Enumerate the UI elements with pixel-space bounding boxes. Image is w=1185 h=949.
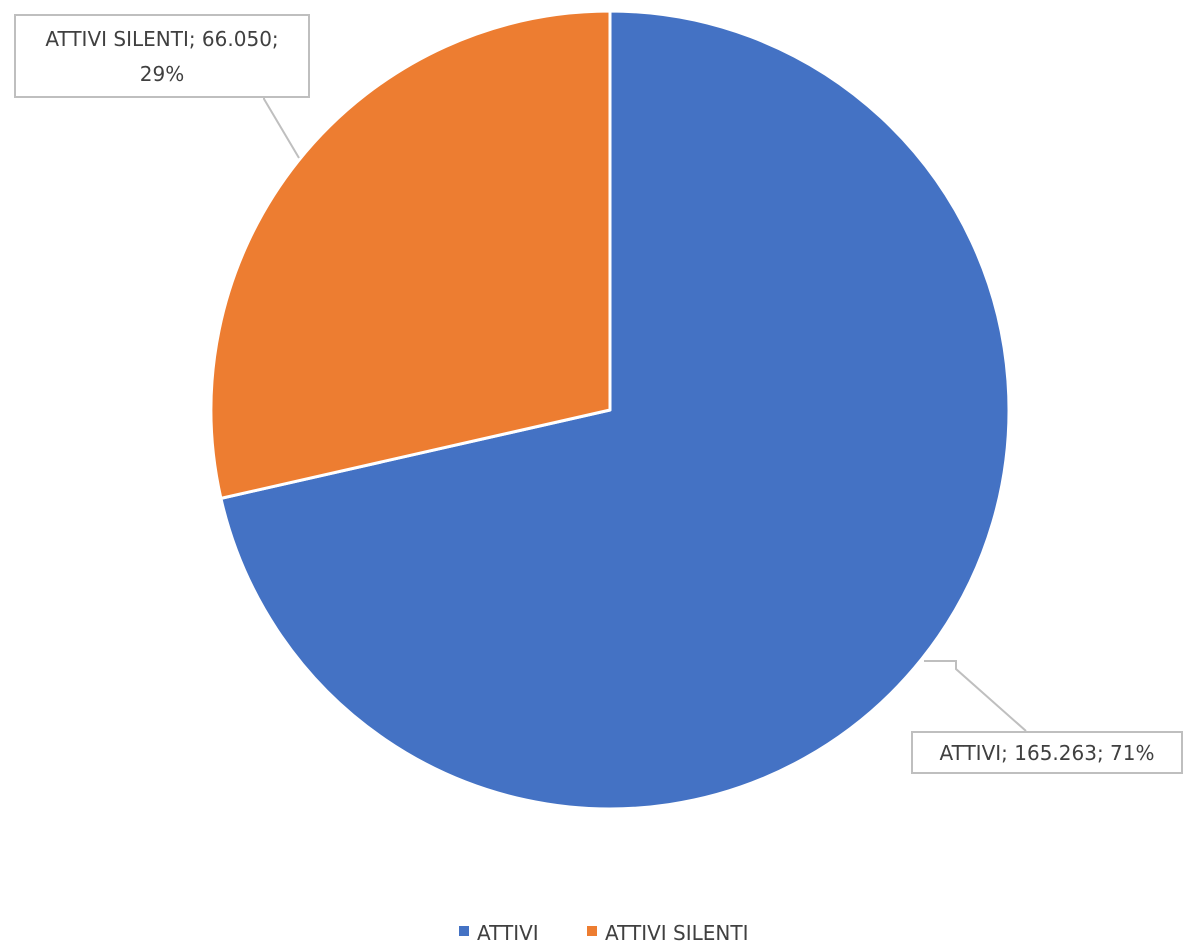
legend-swatch-attivi-silenti	[587, 926, 597, 936]
pie-slice-attivi[interactable]	[219, 9, 1011, 811]
data-label-text-attivi: ATTIVI; 165.263; 71%	[939, 741, 1154, 765]
pie-slice-attivi-silenti[interactable]	[209, 9, 612, 500]
legend-label-attivi: ATTIVI	[477, 921, 539, 945]
legend-swatch-attivi	[459, 926, 469, 936]
legend: ATTIVI ATTIVI SILENTI	[459, 921, 749, 945]
leader-line-attivi	[924, 660, 1027, 732]
data-label-attivi: ATTIVI; 165.263; 71%	[911, 660, 1183, 774]
pie-slices	[209, 9, 1011, 811]
data-label-box-attivi	[911, 731, 1183, 774]
leader-line-attivi-silenti	[180, 96, 300, 159]
data-label-attivi-silenti: ATTIVI SILENTI; 66.050; 29%	[14, 14, 310, 159]
data-label-line1-attivi-silenti: ATTIVI SILENTI; 66.050;	[45, 27, 278, 51]
data-label-box-attivi-silenti	[14, 14, 310, 98]
legend-label-attivi-silenti: ATTIVI SILENTI	[605, 921, 749, 945]
data-label-line2-attivi-silenti: 29%	[140, 62, 184, 86]
